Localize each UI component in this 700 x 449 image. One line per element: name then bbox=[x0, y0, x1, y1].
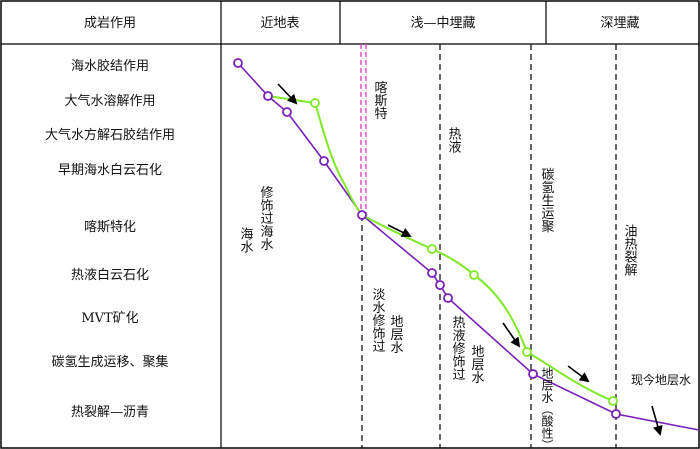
zone-label-karst: 喀斯特 bbox=[372, 80, 388, 120]
header-near-surface: 近地表 bbox=[260, 16, 299, 31]
fluid-label-hydrothermal-modified: 热液修饰过 bbox=[450, 316, 466, 381]
green-point bbox=[310, 98, 320, 108]
purple-point bbox=[427, 268, 437, 278]
process-label: 大气水方解石胶结作用 bbox=[45, 127, 175, 143]
process-label: 碳氢生成运移、聚集 bbox=[51, 354, 168, 370]
arrow-icon bbox=[502, 322, 521, 348]
green-point bbox=[522, 347, 532, 357]
process-label: 海水胶结作用 bbox=[71, 58, 149, 74]
arrow-icon bbox=[567, 365, 590, 383]
green-point bbox=[469, 270, 479, 280]
purple-point bbox=[233, 58, 243, 68]
green-point bbox=[427, 244, 437, 254]
process-label: MVT矿化 bbox=[81, 311, 138, 326]
process-label: 早期海水白云石化 bbox=[58, 162, 162, 178]
green-point bbox=[608, 396, 618, 406]
fluid-label-modified-seawater: 修饰过海水 bbox=[258, 186, 274, 251]
purple-point bbox=[282, 107, 292, 117]
process-label: 热液白云石化 bbox=[71, 267, 149, 283]
purple-point bbox=[528, 369, 538, 379]
process-label: 大气水溶解作用 bbox=[64, 93, 155, 109]
purple-point bbox=[263, 91, 273, 101]
arrow-icon bbox=[651, 405, 663, 436]
zone-label-hydrothermal: 热液 bbox=[446, 127, 462, 153]
zone-label-hc-migration: 碳氢生运聚 bbox=[539, 168, 555, 234]
header-diagenesis: 成岩作用 bbox=[84, 16, 136, 31]
purple-point bbox=[443, 293, 453, 303]
process-label: 热裂解—沥青 bbox=[71, 405, 149, 420]
arrow-icon bbox=[277, 83, 298, 105]
fluid-label-seawater: 海水 bbox=[238, 227, 254, 253]
purple-point bbox=[435, 280, 445, 290]
zone-label-oil-cracking: 油热裂解 bbox=[622, 224, 638, 277]
fluid-label-formation-water-2: 地层水 bbox=[469, 345, 485, 384]
purple-point bbox=[319, 156, 329, 166]
fluid-label-present-formation-water: 现今地层水 bbox=[631, 372, 691, 387]
purple-point bbox=[611, 409, 621, 419]
arrow-icon bbox=[387, 224, 412, 237]
purple-point bbox=[357, 210, 367, 220]
header-shallow-mid-burial: 浅—中埋藏 bbox=[410, 16, 475, 31]
process-label: 喀斯特化 bbox=[84, 219, 136, 235]
header-deep-burial: 深埋藏 bbox=[600, 16, 639, 31]
fluid-label-formation-water-acidic: 地层水（酸性） bbox=[540, 367, 554, 449]
fluid-label-formation-water-1: 地层水 bbox=[388, 315, 404, 354]
fluid-label-freshwater-modified: 淡水修饰过 bbox=[370, 288, 386, 353]
